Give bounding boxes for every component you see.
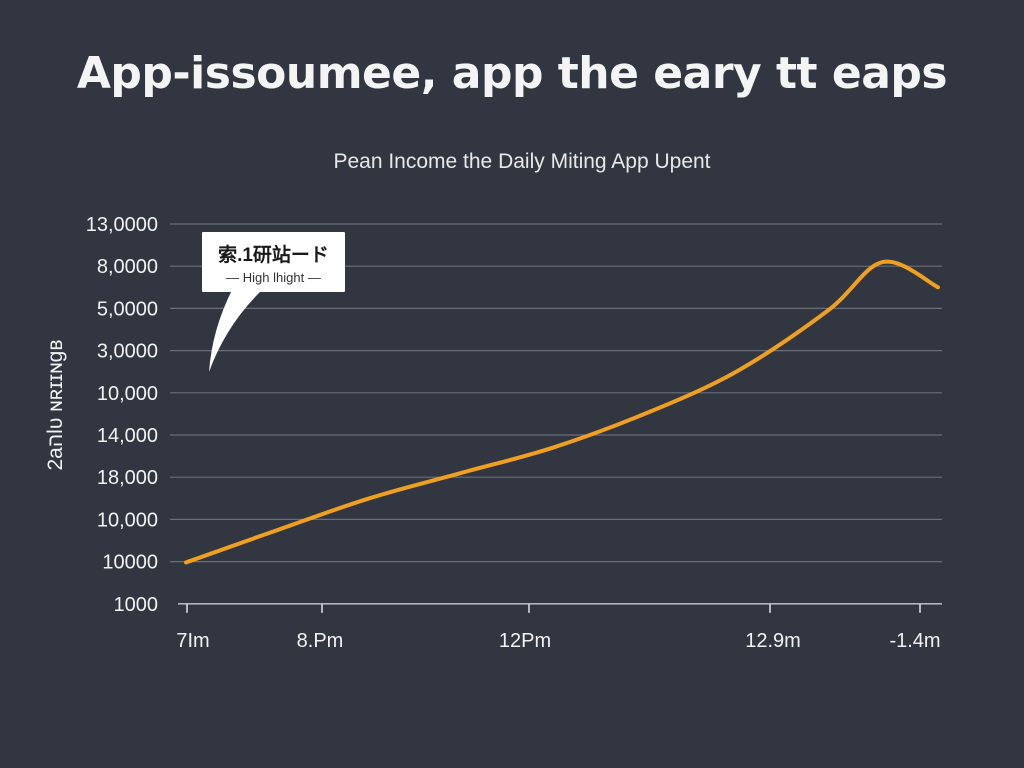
callout-pointer-tail [209, 290, 262, 372]
y-tick-label: 18,000 [97, 467, 158, 489]
y-tick-label: 10,000 [97, 509, 158, 531]
y-tick-label: 1000 [114, 594, 159, 616]
series-line [184, 259, 940, 565]
y-axis-tick-labels: 13,0000 8,0000 5,0000 3,0000 10,000 14,000 18,… [86, 214, 158, 616]
x-tick-label: 12.9m [745, 630, 801, 652]
x-axis-tick-labels: 7Im 8.Pm 12Pm 12.9m -1.4m [176, 630, 940, 652]
x-tick-label: 8.Pm [297, 630, 344, 652]
chart-subtitle: Pean Income the Daily Miting App Upent [333, 150, 711, 173]
series-lines [184, 259, 940, 565]
x-axis [178, 603, 942, 613]
chart-title: App-issoumee, app the eary tt eaps [76, 48, 948, 99]
callout-pointer [209, 290, 262, 372]
y-tick-label: 10000 [102, 552, 158, 574]
callout-title: 索.1研站ード [218, 245, 329, 266]
y-tick-label: 5,0000 [97, 298, 158, 320]
x-tick-label: 12Pm [499, 630, 551, 652]
x-tick-label: -1.4m [889, 630, 940, 652]
grid-lines [170, 223, 942, 563]
y-tick-label: 13,0000 [86, 214, 158, 236]
y-tick-label: 14,000 [97, 425, 158, 447]
x-tick-label: 7Im [176, 630, 209, 652]
y-tick-label: 3,0000 [97, 341, 158, 363]
callout-annotation: 索.1研站ード — High lhight — [202, 232, 345, 292]
callout-subtitle: — High lhight — [226, 270, 321, 285]
y-axis-label: 2aהlυ ɴʀɪɪɴɡʙ [44, 339, 67, 470]
y-tick-label: 10,000 [97, 383, 158, 405]
y-tick-label: 8,0000 [97, 256, 158, 278]
